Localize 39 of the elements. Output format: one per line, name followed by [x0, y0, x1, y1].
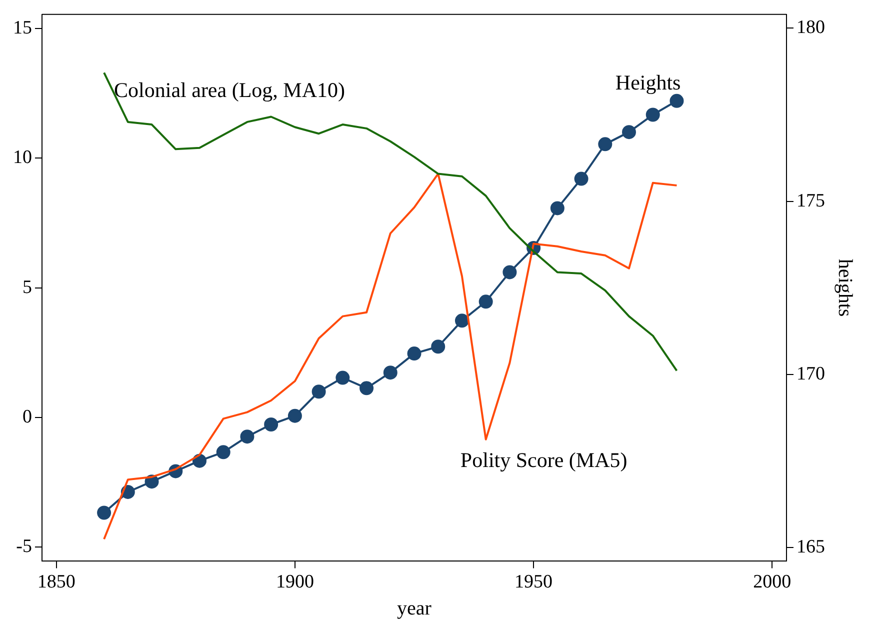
point — [312, 384, 326, 399]
point — [264, 418, 278, 432]
y-tick-label: 10 — [13, 147, 32, 168]
y2-tick-label: 170 — [796, 363, 825, 384]
point — [97, 506, 112, 520]
point — [383, 366, 398, 380]
point — [550, 201, 564, 216]
point — [240, 430, 254, 444]
y-tick-label: -5 — [16, 536, 32, 557]
y2-axis-title: heights — [834, 258, 856, 317]
y2-tick-label: 180 — [796, 17, 825, 38]
point — [360, 381, 374, 396]
point — [288, 408, 302, 423]
y-tick-label: 15 — [13, 18, 32, 39]
point — [407, 346, 422, 361]
point — [216, 445, 230, 460]
y2-tick-label: 175 — [796, 190, 825, 212]
x-tick-label: 1950 — [514, 572, 553, 593]
x-axis-title: year — [397, 597, 432, 620]
series-label: Heights — [615, 70, 681, 94]
x-tick-label: 1850 — [37, 572, 76, 593]
point — [670, 94, 684, 108]
y-tick-label: 0 — [22, 406, 32, 428]
point — [192, 454, 206, 468]
point — [646, 108, 660, 122]
x-tick-label: 1900 — [276, 572, 314, 593]
point — [431, 340, 446, 354]
x-tick-label: 2000 — [753, 572, 792, 593]
point — [574, 172, 588, 186]
point — [622, 125, 636, 140]
series-label: Colonial area (Log, MA10) — [114, 78, 345, 102]
y2-tick-label: 165 — [796, 536, 825, 558]
y-tick-label: 5 — [22, 276, 32, 298]
point — [502, 265, 517, 280]
point — [454, 314, 469, 328]
series-label: Polity Score (MA5) — [460, 448, 628, 472]
point — [478, 294, 493, 309]
point — [598, 137, 612, 152]
point — [336, 370, 350, 385]
